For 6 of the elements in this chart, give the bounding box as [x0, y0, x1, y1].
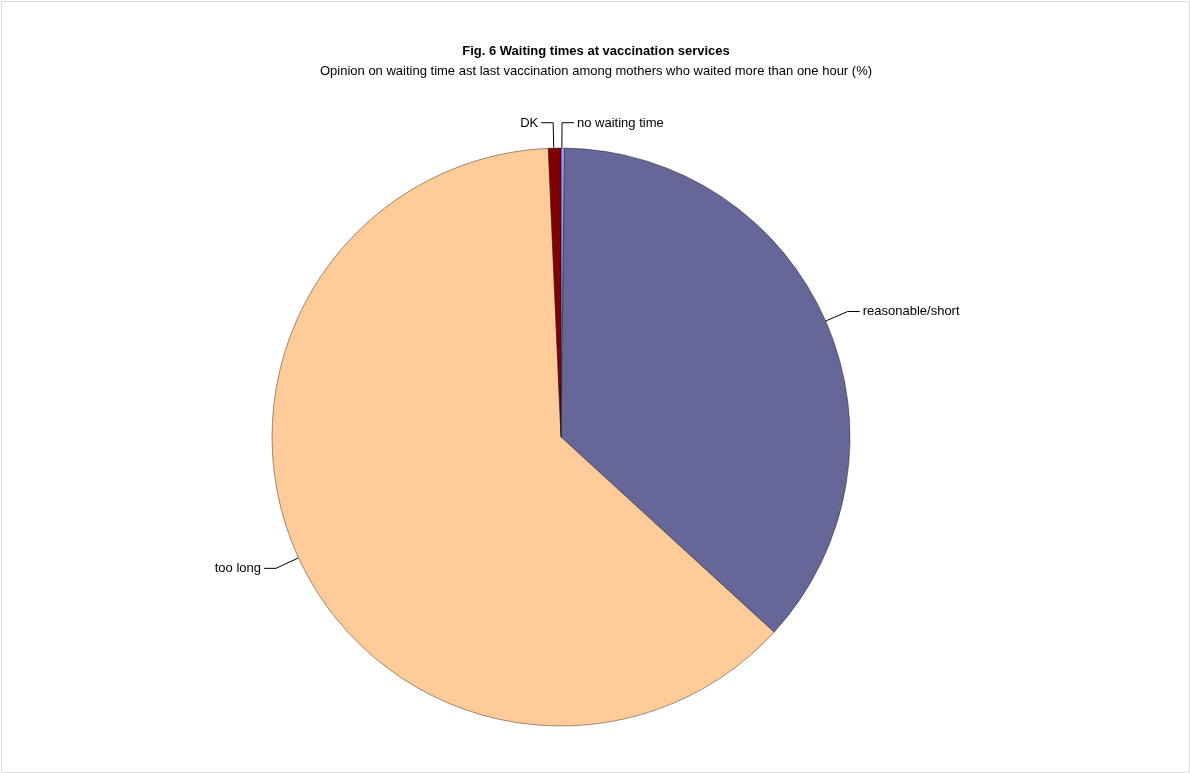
slice-label: DK — [520, 114, 539, 130]
chart-title: Fig. 6 Waiting times at vaccination services — [462, 43, 730, 58]
legend-label: reasonable/short — [862, 303, 960, 319]
slice-label: no waiting time — [577, 114, 664, 130]
slice-label: too long — [214, 560, 262, 576]
chart-subtitle: Opinion on waiting time ast last vaccination among mothers who waited more than one hour (%) — [319, 63, 873, 78]
